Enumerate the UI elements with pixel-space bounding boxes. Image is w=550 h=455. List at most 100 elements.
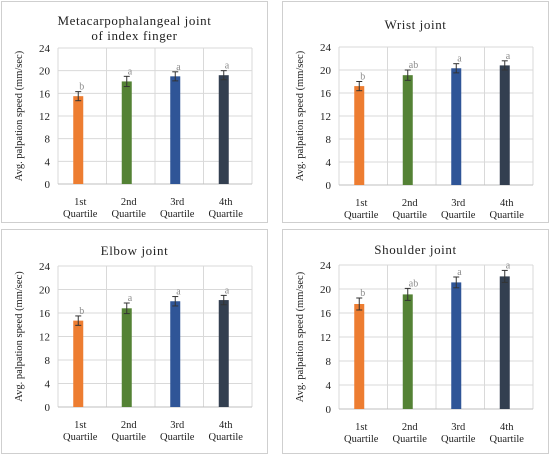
data-label: ab: [409, 60, 418, 71]
y-tick-label: 0: [45, 179, 51, 191]
x-tick-label: 2nd: [402, 422, 419, 433]
x-tick-label: 4th: [500, 198, 514, 209]
x-tick-label: Quartile: [63, 209, 98, 220]
x-tick-label: Quartile: [441, 210, 476, 221]
bar: [354, 86, 365, 185]
x-tick-label: Quartile: [490, 434, 525, 445]
data-label: b: [79, 82, 84, 93]
bar: [499, 65, 510, 185]
chart-title: Metacarpophalangeal joint of index finge…: [2, 13, 267, 43]
y-tick-label: 20: [320, 65, 332, 77]
data-label: a: [506, 51, 511, 62]
y-tick-label: 16: [39, 88, 51, 100]
y-tick-label: 8: [326, 134, 332, 146]
data-label: b: [79, 306, 84, 317]
y-tick-label: 16: [320, 88, 332, 100]
bar: [73, 320, 84, 407]
chart-panel-metacarpophalangeal: Metacarpophalangeal joint of index finge…: [1, 1, 268, 223]
y-axis-label: Avg. palpation speed (mm/sec): [295, 271, 306, 402]
chart-panel-elbow: Elbow joint 0 4 8 12 16 20 24 Avg. palpation sp…: [1, 229, 268, 454]
chart-title-line-1: Wrist joint: [384, 17, 447, 32]
chart-title-line-1: Metacarpophalangeal joint: [57, 13, 212, 28]
x-tick-label: Quartile: [441, 434, 476, 445]
data-label: a: [176, 62, 181, 73]
x-tick-label: Quartile: [160, 432, 195, 443]
data-label: a: [176, 287, 181, 298]
bar-chart-metacarpophalangeal: 0 4 8 12 16 20 24 Avg. palpation speed (mm/sec)…: [14, 43, 253, 220]
y-tick-label: 12: [39, 111, 50, 123]
x-tick-label: Quartile: [112, 432, 147, 443]
y-tick-label: 12: [320, 111, 331, 123]
x-tick-label: 4th: [500, 422, 514, 433]
y-tick-label: 4: [326, 157, 332, 169]
bar-chart-shoulder: 0 4 8 12 16 20 24 Avg. palpation speed (mm/sec)…: [295, 260, 534, 445]
chart-title: Shoulder joint: [283, 242, 548, 257]
x-tick-label: Quartile: [393, 210, 428, 221]
x-tick-label: 3rd: [170, 197, 185, 208]
y-tick-label: 24: [320, 260, 332, 272]
y-tick-label: 16: [39, 308, 51, 320]
bar: [451, 68, 462, 185]
bar: [451, 282, 462, 409]
chart-title-line-1: Elbow joint: [100, 243, 169, 258]
y-tick-label: 8: [45, 355, 51, 367]
data-label: ab: [409, 278, 418, 289]
data-label: a: [128, 66, 133, 77]
x-tick-label: 2nd: [121, 420, 138, 431]
y-tick-label: 20: [320, 284, 332, 296]
y-tick-label: 0: [326, 404, 332, 416]
x-tick-label: Quartile: [209, 432, 244, 443]
bar: [402, 294, 413, 409]
data-label: a: [225, 285, 230, 296]
x-tick-label: Quartile: [63, 432, 98, 443]
y-axis-label: Avg. palpation speed (mm/sec): [14, 271, 25, 402]
y-tick-label: 16: [320, 308, 332, 320]
x-tick-label: 4th: [219, 420, 233, 431]
x-tick-label: 2nd: [402, 198, 419, 209]
bar: [73, 96, 84, 184]
y-axis-label: Avg. palpation speed (mm/sec): [14, 50, 25, 181]
bar: [121, 308, 132, 407]
bar: [218, 75, 229, 184]
y-tick-label: 4: [326, 380, 332, 392]
y-tick-label: 12: [39, 332, 50, 344]
y-tick-label: 24: [39, 261, 51, 273]
bar: [402, 75, 413, 185]
x-tick-label: 1st: [355, 422, 367, 433]
data-label: a: [457, 54, 462, 65]
x-tick-label: Quartile: [393, 434, 428, 445]
x-tick-label: 3rd: [451, 198, 466, 209]
data-label: a: [128, 293, 133, 304]
y-axis-label: Avg. palpation speed (mm/sec): [295, 50, 306, 181]
x-tick-label: 3rd: [170, 420, 185, 431]
chart-panel-shoulder: Shoulder joint 0 4 8 12 16 20 24 Avg. palpation…: [282, 229, 549, 454]
x-tick-label: Quartile: [344, 210, 379, 221]
y-tick-label: 0: [45, 402, 51, 414]
data-label: a: [457, 267, 462, 278]
x-tick-label: Quartile: [490, 210, 525, 221]
y-tick-label: 4: [45, 156, 51, 168]
y-tick-label: 12: [320, 332, 331, 344]
y-tick-label: 8: [326, 356, 332, 368]
bar: [354, 304, 365, 409]
y-tick-label: 24: [320, 42, 332, 54]
x-tick-label: 2nd: [121, 197, 138, 208]
y-tick-label: 8: [45, 134, 51, 146]
bar: [121, 81, 132, 184]
x-tick-label: 4th: [219, 197, 233, 208]
bar: [499, 276, 510, 409]
y-tick-label: 20: [39, 66, 51, 78]
chart-title: Elbow joint: [2, 243, 267, 258]
bar: [218, 300, 229, 407]
x-tick-label: 1st: [355, 198, 367, 209]
chart-title: Wrist joint: [283, 17, 548, 32]
y-tick-label: 4: [45, 379, 51, 391]
chart-panel-wrist: Wrist joint 0 4 8 12 16 20 24 Avg. palpation sp…: [282, 1, 549, 223]
x-tick-label: Quartile: [209, 209, 244, 220]
y-tick-label: 0: [326, 180, 332, 192]
y-tick-label: 24: [39, 43, 51, 55]
x-tick-label: Quartile: [344, 434, 379, 445]
x-tick-label: 1st: [74, 197, 86, 208]
x-tick-label: Quartile: [160, 209, 195, 220]
data-label: b: [360, 72, 365, 83]
